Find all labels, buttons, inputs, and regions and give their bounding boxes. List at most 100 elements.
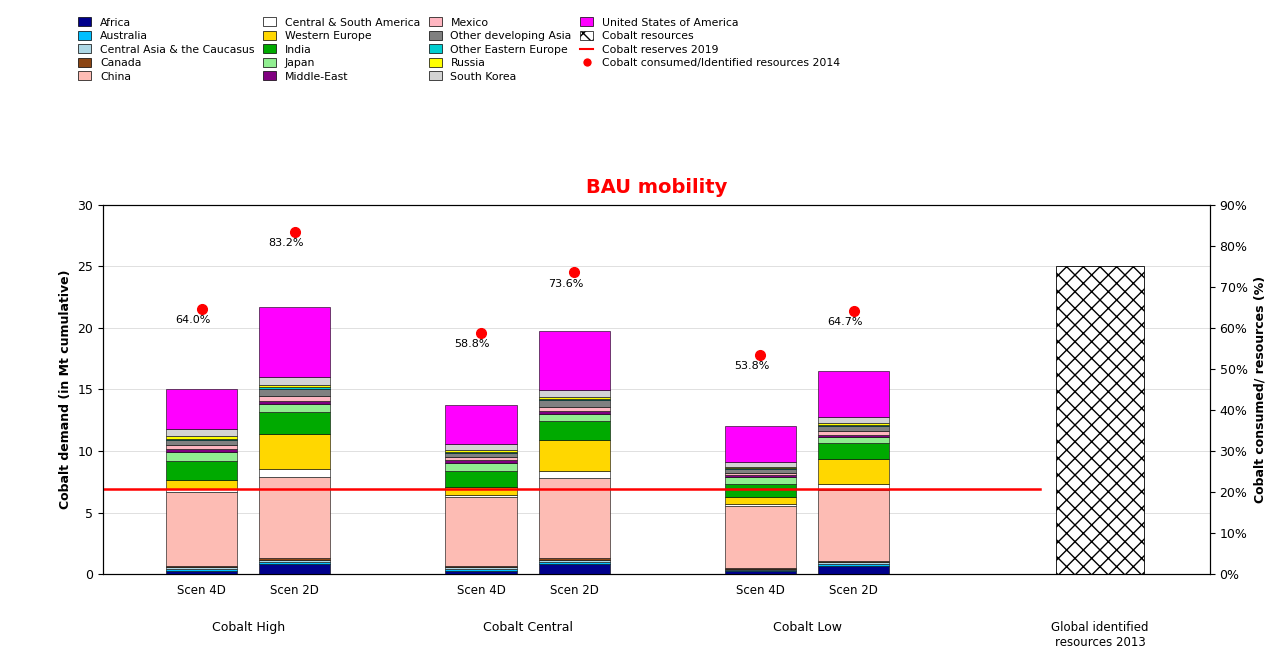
Bar bbox=[166, 480, 237, 488]
Bar bbox=[725, 504, 797, 506]
Bar bbox=[166, 430, 237, 436]
Bar bbox=[445, 570, 516, 574]
Bar bbox=[259, 412, 331, 434]
Bar bbox=[725, 469, 797, 473]
Bar bbox=[445, 566, 516, 568]
Bar bbox=[725, 571, 797, 574]
Bar bbox=[538, 390, 610, 397]
Bar bbox=[1057, 266, 1144, 574]
Bar bbox=[819, 459, 889, 484]
Bar bbox=[538, 562, 610, 564]
Bar bbox=[445, 463, 516, 471]
Bar bbox=[725, 568, 797, 569]
Bar bbox=[819, 484, 889, 490]
Bar bbox=[445, 568, 516, 569]
Bar bbox=[725, 475, 797, 477]
Bar bbox=[819, 561, 889, 562]
Bar bbox=[725, 569, 797, 570]
Bar bbox=[166, 389, 237, 430]
Bar bbox=[725, 473, 797, 475]
Bar bbox=[259, 396, 331, 401]
Bar bbox=[259, 469, 331, 477]
Bar bbox=[538, 471, 610, 478]
Legend: Africa, Australia, Central Asia & the Caucasus, Canada, China, Central & South A: Africa, Australia, Central Asia & the Ca… bbox=[76, 15, 842, 84]
Bar bbox=[166, 570, 237, 574]
Bar bbox=[445, 486, 516, 495]
Bar bbox=[259, 385, 331, 387]
Text: Global identified
resources 2013: Global identified resources 2013 bbox=[1051, 621, 1149, 649]
Bar bbox=[445, 569, 516, 570]
Bar bbox=[725, 484, 797, 498]
Bar bbox=[445, 453, 516, 457]
Bar bbox=[166, 492, 237, 566]
Bar bbox=[538, 478, 610, 558]
Bar bbox=[725, 498, 797, 504]
Bar bbox=[538, 399, 610, 400]
Bar bbox=[725, 570, 797, 571]
Bar bbox=[445, 497, 516, 566]
Bar bbox=[725, 467, 797, 469]
Bar bbox=[445, 457, 516, 461]
Bar bbox=[166, 449, 237, 451]
Text: 53.8%: 53.8% bbox=[734, 361, 770, 371]
Text: 64.0%: 64.0% bbox=[175, 315, 211, 325]
Text: 64.7%: 64.7% bbox=[828, 317, 862, 327]
Bar bbox=[259, 477, 331, 558]
Bar bbox=[259, 307, 331, 378]
Bar bbox=[819, 490, 889, 561]
Bar bbox=[538, 331, 610, 390]
Bar bbox=[538, 414, 610, 421]
Bar bbox=[538, 400, 610, 407]
Bar bbox=[259, 560, 331, 562]
Text: Cobalt High: Cobalt High bbox=[211, 621, 284, 634]
Bar bbox=[445, 461, 516, 463]
Bar bbox=[445, 495, 516, 497]
Bar bbox=[819, 422, 889, 425]
Bar bbox=[445, 471, 516, 486]
Bar bbox=[259, 389, 331, 396]
Bar bbox=[538, 564, 610, 574]
Bar bbox=[445, 444, 516, 450]
Bar bbox=[259, 564, 331, 574]
Bar bbox=[819, 444, 889, 459]
Text: 58.8%: 58.8% bbox=[454, 339, 490, 349]
Bar bbox=[819, 564, 889, 566]
Y-axis label: Cobalt consumed/ resources (%): Cobalt consumed/ resources (%) bbox=[1254, 276, 1266, 503]
Bar bbox=[538, 411, 610, 414]
Bar bbox=[819, 562, 889, 564]
Bar bbox=[166, 569, 237, 570]
Bar bbox=[819, 566, 889, 574]
Y-axis label: Cobalt demand (in Mt cumulative): Cobalt demand (in Mt cumulative) bbox=[59, 270, 72, 509]
Bar bbox=[166, 566, 237, 568]
Bar bbox=[259, 404, 331, 412]
Bar bbox=[538, 397, 610, 399]
Bar bbox=[819, 416, 889, 422]
Text: 73.6%: 73.6% bbox=[548, 279, 583, 288]
Bar bbox=[166, 436, 237, 439]
Bar bbox=[166, 451, 237, 461]
Bar bbox=[166, 440, 237, 446]
Bar bbox=[445, 450, 516, 451]
Bar bbox=[819, 371, 889, 416]
Bar bbox=[166, 446, 237, 449]
Bar bbox=[259, 378, 331, 385]
Bar bbox=[166, 439, 237, 440]
Bar bbox=[725, 462, 797, 467]
Bar bbox=[538, 560, 610, 562]
Bar bbox=[819, 437, 889, 444]
Text: Cobalt Low: Cobalt Low bbox=[772, 621, 842, 634]
Bar bbox=[725, 477, 797, 484]
Bar bbox=[538, 407, 610, 411]
Bar bbox=[259, 434, 331, 469]
Bar bbox=[259, 558, 331, 560]
Title: BAU mobility: BAU mobility bbox=[586, 178, 727, 197]
Bar bbox=[538, 440, 610, 471]
Bar bbox=[166, 461, 237, 480]
Text: Cobalt Central: Cobalt Central bbox=[483, 621, 573, 634]
Bar bbox=[445, 405, 516, 444]
Bar bbox=[819, 431, 889, 435]
Bar bbox=[819, 435, 889, 437]
Bar bbox=[445, 451, 516, 453]
Bar bbox=[166, 488, 237, 492]
Text: 83.2%: 83.2% bbox=[268, 238, 304, 248]
